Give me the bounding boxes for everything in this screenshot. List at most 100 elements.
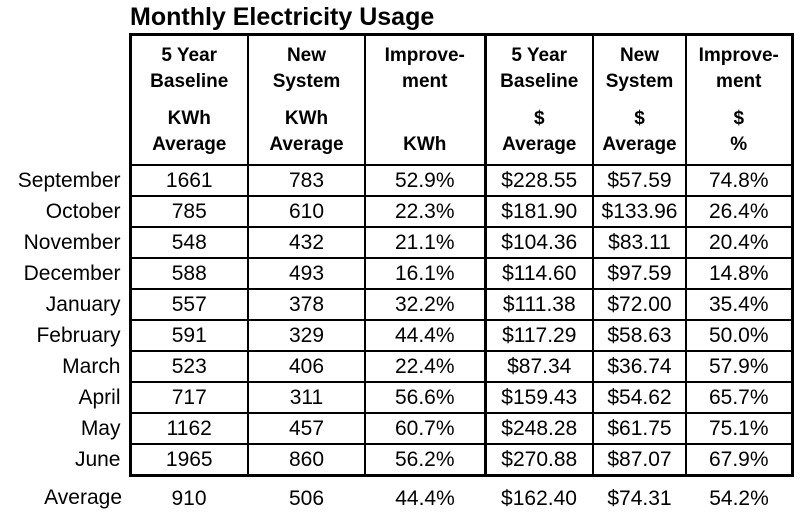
header-line: New — [619, 45, 660, 66]
header-gap — [249, 95, 364, 106]
header-gap — [594, 95, 685, 106]
header-line: $ — [533, 108, 545, 129]
month-label: February — [36, 323, 121, 347]
data-cell: 1661 — [128, 164, 249, 197]
month-label: March — [62, 354, 121, 378]
data-cell: 20.4% — [685, 226, 794, 259]
data-cell: 588 — [128, 257, 249, 290]
column-header: 5 Year Baseline $ Average — [483, 33, 594, 166]
month-label: May — [80, 416, 121, 440]
month-label: September — [17, 168, 121, 192]
average-label: Average — [44, 486, 122, 510]
data-cell: 329 — [247, 319, 366, 352]
header-gap — [132, 95, 248, 106]
data-cell: 457 — [247, 412, 366, 445]
corner-cell — [0, 35, 130, 166]
data-cell: $111.38 — [483, 288, 594, 321]
data-cell: 56.6% — [364, 381, 487, 414]
data-cell: 378 — [247, 288, 366, 321]
data-cell: 22.3% — [364, 195, 487, 228]
table-row: May 1162 457 60.7% $248.28 $61.75 75.1% — [0, 412, 794, 445]
average-cell: 44.4% — [395, 487, 455, 510]
header-line: ment — [402, 71, 448, 92]
data-cell: 1965 — [128, 443, 249, 477]
column-header: New System KWh Average — [247, 33, 366, 166]
month-label: December — [23, 261, 121, 285]
header-line: System — [272, 71, 341, 92]
header-line: Average — [152, 134, 227, 155]
data-cell: 311 — [247, 381, 366, 414]
average-cell: $162.40 — [501, 487, 577, 510]
average-cell: $74.31 — [607, 487, 672, 510]
data-cell: 591 — [128, 319, 249, 352]
header-line: Baseline — [150, 71, 229, 92]
table-row: October 785 610 22.3% $181.90 $133.96 26.4% — [0, 195, 794, 228]
header-line: $ — [634, 108, 645, 129]
header-line: Improve- — [698, 45, 779, 66]
average-cell: 910 — [171, 487, 207, 510]
header-line: System — [605, 71, 674, 92]
data-cell: 32.2% — [364, 288, 487, 321]
data-cell: 22.4% — [364, 350, 487, 383]
header-line: New — [286, 45, 327, 66]
header-gap — [487, 95, 593, 106]
table-row: November 548 432 21.1% $104.36 $83.11 20.4% — [0, 226, 794, 259]
data-cell: 406 — [247, 350, 366, 383]
data-cell: $87.34 — [483, 350, 594, 383]
month-label: November — [23, 230, 121, 254]
data-cell: 44.4% — [364, 319, 487, 352]
data-cell: 432 — [247, 226, 366, 259]
average-row: Average 910 506 44.4% $162.40 $74.31 54.2% — [0, 476, 792, 522]
data-cell: $228.55 — [483, 164, 594, 197]
data-cell: 60.7% — [364, 412, 487, 445]
column-header: New System $ Average — [592, 33, 687, 166]
table-row: April 717 311 56.6% $159.43 $54.62 65.7% — [0, 381, 794, 414]
month-label: April — [78, 385, 121, 409]
data-cell: 56.2% — [364, 443, 487, 477]
header-line: ment — [716, 71, 762, 92]
average-cell: 506 — [288, 487, 325, 510]
data-cell: 860 — [247, 443, 366, 477]
data-cell: $104.36 — [483, 226, 594, 259]
average-cell: 54.2% — [709, 487, 769, 510]
data-cell: $61.75 — [592, 412, 687, 445]
data-cell: 785 — [128, 195, 249, 228]
table-row: March 523 406 22.4% $87.34 $36.74 57.9% — [0, 350, 794, 383]
data-cell: 557 — [128, 288, 249, 321]
header-line: KWh — [284, 108, 329, 129]
data-cell: $57.59 — [592, 164, 687, 197]
data-cell: $114.60 — [483, 257, 594, 290]
data-cell: 1162 — [128, 412, 249, 445]
data-cell: 50.0% — [685, 319, 794, 352]
table-row: December 588 493 16.1% $114.60 $97.59 14.8% — [0, 257, 794, 290]
data-cell: $97.59 — [592, 257, 687, 290]
header-line: Average — [502, 134, 577, 155]
header-line: Baseline — [500, 71, 579, 92]
data-cell: 610 — [247, 195, 366, 228]
data-cell: 26.4% — [685, 195, 794, 228]
data-cell: $133.96 — [592, 195, 687, 228]
table-row: January 557 378 32.2% $111.38 $72.00 35.4% — [0, 288, 794, 321]
month-label: June — [74, 447, 121, 471]
data-cell: $36.74 — [592, 350, 687, 383]
table-row: September 1661 783 52.9% $228.55 $57.59 74.8% — [0, 164, 794, 197]
header-line: Average — [602, 134, 677, 155]
data-cell: 57.9% — [685, 350, 794, 383]
data-cell: 65.7% — [685, 381, 794, 414]
data-cell: $83.11 — [592, 226, 687, 259]
header-line: KWh — [167, 108, 211, 129]
data-cell: $159.43 — [483, 381, 594, 414]
month-label: October — [45, 199, 121, 223]
header-line: $ — [733, 108, 745, 129]
data-cell: 21.1% — [364, 226, 487, 259]
data-cell: $270.88 — [483, 443, 594, 477]
header-row: 5 Year Baseline KWh Average New System KWh Aver… — [0, 33, 794, 166]
month-label: January — [45, 292, 121, 316]
data-cell: 35.4% — [685, 288, 794, 321]
table-row: February 591 329 44.4% $117.29 $58.63 50.0% — [0, 319, 794, 352]
header-gap — [687, 95, 791, 106]
column-header: Improve-ment $% — [685, 33, 794, 166]
data-cell: 523 — [128, 350, 249, 383]
header-line: 5 Year — [511, 45, 568, 66]
header-line: Average — [269, 134, 344, 155]
